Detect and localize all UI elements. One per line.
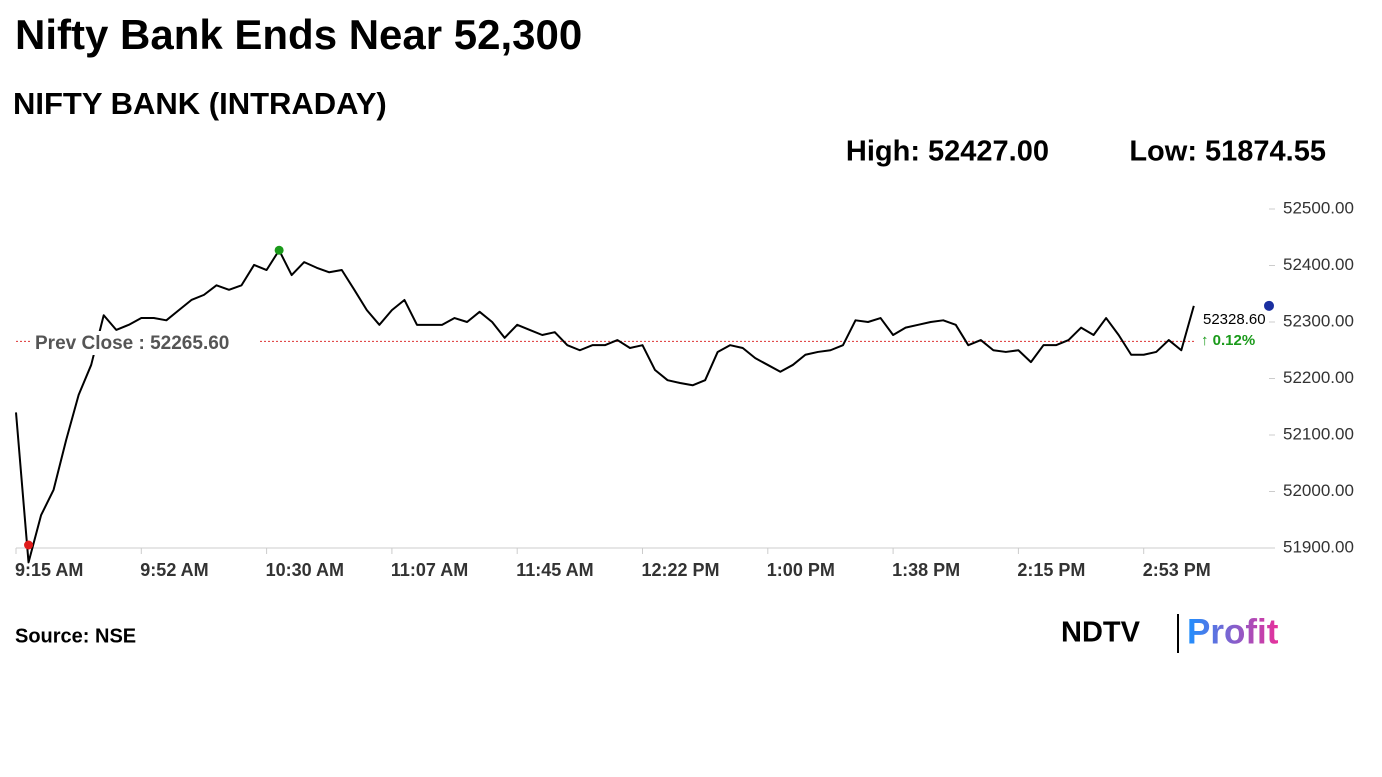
last-label: 52328.60 (1203, 311, 1266, 328)
y-tick-label: 52100.00 (1283, 424, 1354, 443)
prev-close-label-bg (30, 331, 258, 355)
x-tick-label: 12:22 PM (642, 560, 720, 580)
y-tick-label: 52000.00 (1283, 481, 1354, 500)
x-tick-label: 9:52 AM (140, 560, 208, 580)
x-tick-label: 11:45 AM (516, 560, 593, 580)
x-tick-label: 2:15 PM (1017, 560, 1085, 580)
x-tick-label: 1:00 PM (767, 560, 835, 580)
x-tick-label: 2:53 PM (1143, 560, 1211, 580)
low-label: Low: 51874.55 (1129, 136, 1326, 168)
y-tick-label: 51900.00 (1283, 537, 1354, 556)
low-dot (24, 540, 34, 550)
chart-subtitle: NIFTY BANK (INTRADAY) (13, 86, 387, 121)
x-tick-label: 10:30 AM (266, 560, 344, 580)
x-tick-label: 11:07 AM (391, 560, 468, 580)
high-dot (274, 245, 284, 255)
y-tick-label: 52300.00 (1283, 311, 1354, 330)
last-dot (1264, 300, 1274, 311)
logo-product: Profit (1187, 612, 1279, 651)
change-label: ↑ 0.12% (1201, 332, 1255, 349)
x-tick-label: 9:15 AM (15, 560, 83, 580)
chart-title: Nifty Bank Ends Near 52,300 (15, 11, 582, 58)
x-tick-label: 1:38 PM (892, 560, 960, 580)
logo-brand: NDTV (1061, 617, 1141, 649)
y-tick-label: 52500.00 (1283, 198, 1354, 217)
y-tick-label: 52400.00 (1283, 255, 1354, 274)
y-tick-label: 52200.00 (1283, 368, 1354, 387)
prev-close-label: Prev Close : 52265.60 (35, 333, 229, 354)
high-label: High: 52427.00 (846, 136, 1049, 168)
source: Source: NSE (15, 625, 136, 647)
price-line (15, 249, 1195, 564)
